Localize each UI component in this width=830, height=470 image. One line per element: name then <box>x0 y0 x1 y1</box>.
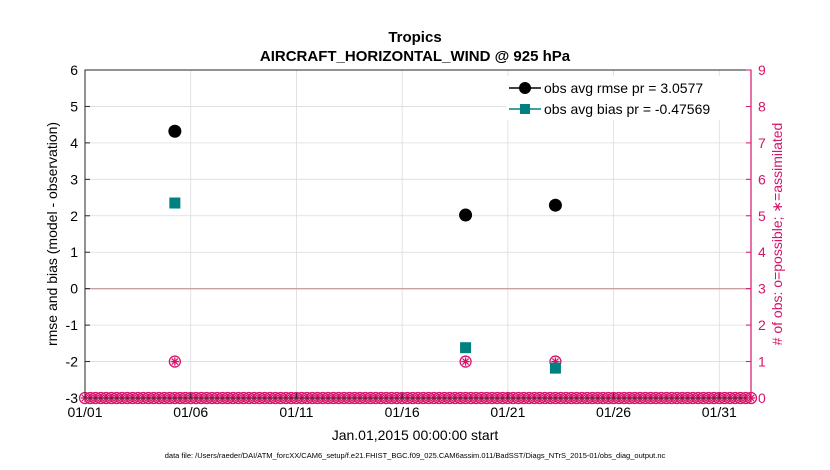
possible-count-point-0 <box>168 355 182 368</box>
right-axis-ticks: 0 1 2 3 4 5 6 7 8 9 <box>746 62 766 406</box>
right-tick-label-4: 4 <box>758 244 766 260</box>
left-tick-label-7: 4 <box>70 135 78 151</box>
x-tick-label-0: 01/01 <box>67 404 102 420</box>
plot-area <box>85 70 751 398</box>
assimilated-count-point-1-stroke-3 <box>462 358 470 366</box>
left-tick-label-5: 2 <box>70 208 78 224</box>
bias-point-1 <box>460 342 472 354</box>
right-tick-label-7: 7 <box>758 135 766 151</box>
x-tick-label-1: 01/06 <box>173 404 208 420</box>
data-markers <box>168 124 562 374</box>
assimilated-count-point-0 <box>170 357 180 366</box>
assimilated-count-point-0-stroke-3 <box>171 358 179 366</box>
x-tick-label-4: 01/21 <box>490 404 525 420</box>
chart-subtitle: AIRCRAFT_HORIZONTAL_WIND @ 925 hPa <box>260 48 571 65</box>
bias-point-0 <box>169 197 181 209</box>
right-tick-label-1: 1 <box>758 354 766 370</box>
x-tick-label-3: 01/16 <box>385 404 420 420</box>
x-tick-label-6: 01/31 <box>702 404 737 420</box>
right-tick-label-9: 9 <box>758 62 766 78</box>
left-tick-label-2: -1 <box>66 317 79 333</box>
x-tick-label-2: 01/11 <box>279 404 313 420</box>
right-tick-label-8: 8 <box>758 98 766 114</box>
right-tick-label-2: 2 <box>758 317 766 333</box>
legend-background <box>506 76 746 120</box>
left-tick-label-1: -2 <box>66 354 79 370</box>
left-tick-label-4: 1 <box>70 244 78 260</box>
right-tick-label-5: 5 <box>758 208 766 224</box>
right-tick-label-3: 3 <box>758 281 766 297</box>
left-axis-ticks: -3 -2 -1 0 1 2 3 4 5 6 <box>66 62 90 406</box>
right-tick-label-6: 6 <box>758 171 766 187</box>
possible-count-point-1 <box>459 355 472 368</box>
rmse-point-2 <box>548 198 562 212</box>
x-axis-label: Jan.01,2015 00:00:00 start <box>332 427 499 443</box>
legend: obs avg rmse pr = 3.0577 obs avg bias pr… <box>506 76 746 120</box>
assimilated-count-point-1 <box>461 357 470 366</box>
left-tick-label-6: 3 <box>70 171 78 187</box>
right-tick-label-0: 0 <box>758 390 766 406</box>
legend-marker-rmse <box>519 82 531 94</box>
x-tick-label-5: 01/26 <box>596 404 631 420</box>
left-axis-label: rmse and bias (model - observation) <box>44 122 60 346</box>
legend-label-rmse: obs avg rmse pr = 3.0577 <box>544 80 703 96</box>
left-tick-label-8: 5 <box>70 98 78 114</box>
left-tick-label-0: -3 <box>66 390 79 406</box>
chart-title: Tropics <box>388 29 441 46</box>
bias-point-2 <box>549 362 561 374</box>
legend-marker-bias <box>520 104 530 114</box>
left-tick-label-3: 0 <box>70 281 78 297</box>
rmse-point-0 <box>168 124 182 138</box>
rmse-point-1 <box>459 208 473 222</box>
x-axis-ticks: 01/01 01/06 01/11 01/16 01/21 01/26 01/31 <box>67 393 737 420</box>
left-tick-label-9: 6 <box>70 62 78 78</box>
legend-label-bias: obs avg bias pr = -0.47569 <box>544 101 710 117</box>
footer-data-file: data file: /Users/raeder/DAI/ATM_forcXX/… <box>165 451 666 460</box>
right-axis-label: # of obs: o=possible; ∗=assimilated <box>769 123 785 346</box>
